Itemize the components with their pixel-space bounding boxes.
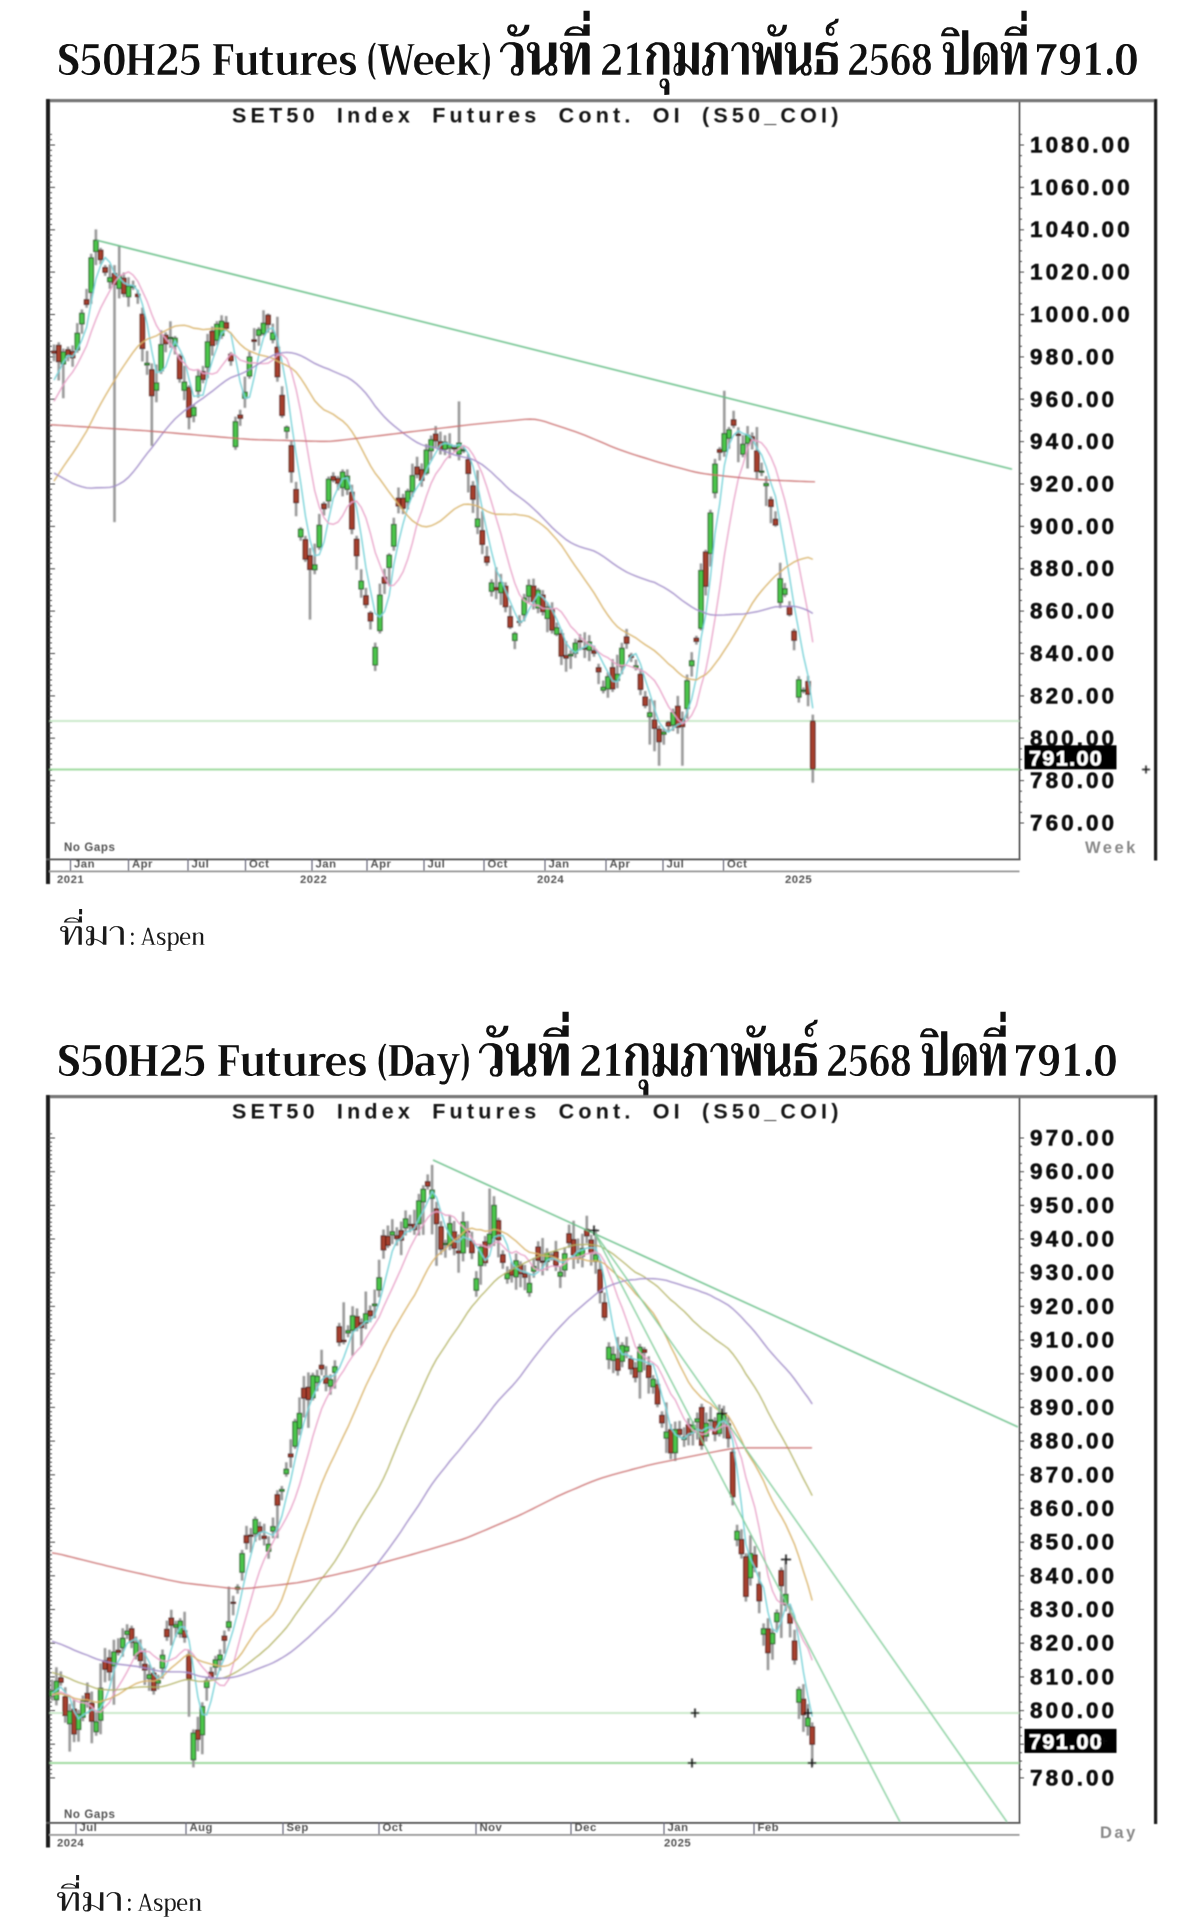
svg-text:940.00: 940.00 [1030,429,1117,454]
svg-text:SET50 Index Futures Cont. OI (: SET50 Index Futures Cont. OI (S50_COI) [232,104,843,128]
svg-text:920.00: 920.00 [1030,1294,1117,1319]
svg-text:950.00: 950.00 [1030,1193,1117,1218]
svg-text:760.00: 760.00 [1030,811,1117,836]
svg-text:Jul: Jul [192,859,210,871]
svg-text:Jul: Jul [667,859,685,871]
svg-text:820.00: 820.00 [1030,683,1117,708]
svg-text:2022: 2022 [300,874,327,886]
svg-text:Jul: Jul [80,1822,98,1834]
svg-text:870.00: 870.00 [1030,1462,1117,1487]
svg-text:960.00: 960.00 [1030,1159,1117,1184]
svg-text:860.00: 860.00 [1030,599,1117,624]
svg-text:Oct: Oct [727,859,747,871]
svg-text:Jan: Jan [316,859,337,871]
svg-text:780.00: 780.00 [1030,1765,1117,1790]
svg-text:2024: 2024 [537,874,564,886]
svg-text:No Gaps: No Gaps [64,842,116,854]
svg-text:Jul: Jul [428,859,446,871]
svg-text:1020.00: 1020.00 [1030,260,1133,285]
svg-text:2024: 2024 [57,1838,84,1850]
svg-text:840.00: 840.00 [1030,1563,1117,1588]
svg-text:970.00: 970.00 [1030,1126,1117,1151]
svg-text:810.00: 810.00 [1030,1664,1117,1689]
svg-text:Feb: Feb [758,1822,780,1834]
svg-text:Oct: Oct [249,859,269,871]
svg-text:1060.00: 1060.00 [1030,175,1133,200]
svg-text:940.00: 940.00 [1030,1227,1117,1252]
svg-text:860.00: 860.00 [1030,1496,1117,1521]
svg-text:960.00: 960.00 [1030,387,1117,412]
svg-text:791.00: 791.00 [1029,746,1103,770]
svg-text:Apr: Apr [132,859,153,871]
svg-text:880.00: 880.00 [1030,1429,1117,1454]
svg-text:890.00: 890.00 [1030,1395,1117,1420]
svg-text:800.00: 800.00 [1030,726,1117,751]
svg-text:920.00: 920.00 [1030,472,1117,497]
svg-text:820.00: 820.00 [1030,1631,1117,1656]
svg-text:800.00: 800.00 [1030,1698,1117,1723]
svg-text:850.00: 850.00 [1030,1530,1117,1555]
svg-text:Oct: Oct [488,859,508,871]
svg-text:780.00: 780.00 [1030,768,1117,793]
svg-text:1080.00: 1080.00 [1030,133,1133,158]
svg-text:SET50 Index Futures Cont. OI (: SET50 Index Futures Cont. OI (S50_COI) [232,1100,843,1124]
svg-text:Apr: Apr [371,859,392,871]
svg-text:930.00: 930.00 [1030,1260,1117,1285]
svg-text:Apr: Apr [610,859,631,871]
svg-text:Week: Week [1085,839,1138,857]
svg-text:Oct: Oct [383,1822,403,1834]
svg-text:Aug: Aug [190,1822,213,1834]
svg-text:980.00: 980.00 [1030,344,1117,369]
svg-text:1000.00: 1000.00 [1030,302,1133,327]
svg-text:840.00: 840.00 [1030,641,1117,666]
svg-text:910.00: 910.00 [1030,1328,1117,1353]
svg-text:Sep: Sep [287,1822,309,1834]
svg-text:Jan: Jan [549,859,570,871]
svg-text:Jan: Jan [668,1822,689,1834]
svg-text:791.00: 791.00 [1029,1730,1103,1754]
svg-text:Jan: Jan [74,859,95,871]
svg-text:2025: 2025 [664,1838,691,1850]
svg-text:Dec: Dec [575,1822,597,1834]
svg-text:2021: 2021 [57,874,84,886]
svg-text:1040.00: 1040.00 [1030,217,1133,242]
svg-text:2025: 2025 [785,874,812,886]
svg-text:830.00: 830.00 [1030,1597,1117,1622]
svg-text:900.00: 900.00 [1030,514,1117,539]
svg-text:Nov: Nov [480,1822,503,1834]
svg-text:880.00: 880.00 [1030,556,1117,581]
svg-text:Day: Day [1100,1824,1138,1842]
svg-text:No Gaps: No Gaps [64,1809,116,1821]
svg-text:900.00: 900.00 [1030,1361,1117,1386]
